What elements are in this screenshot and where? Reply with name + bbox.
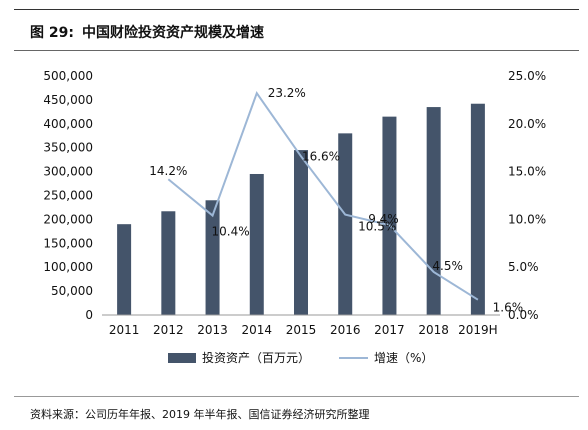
source-note: 资料来源：公司历年年报、2019 年半年报、国信证券经济研究所整理 <box>30 408 370 421</box>
y-left-tick-label: 250,000 <box>43 189 93 203</box>
growth-line <box>167 91 479 301</box>
y-left-tick-label: 50,000 <box>51 284 93 298</box>
y-right-tick-label: 10.0% <box>508 212 546 226</box>
bar <box>205 200 220 315</box>
y-right-tick-label: 5.0% <box>508 260 539 274</box>
x-tick-label: 2014 <box>242 323 273 337</box>
data-label: 10.4% <box>211 225 249 239</box>
y-left-tick-label: 150,000 <box>43 236 93 250</box>
bar <box>470 103 485 315</box>
legend-label: 增速（%） <box>374 351 433 365</box>
bar <box>249 173 264 315</box>
y-right-tick-label: 15.0% <box>508 165 546 179</box>
x-tick-label: 2011 <box>109 323 140 337</box>
legend-bar-swatch <box>168 353 196 363</box>
bar <box>117 224 132 315</box>
data-label: 1.6% <box>493 301 524 315</box>
y-left-tick-label: 350,000 <box>43 141 93 155</box>
top-rule <box>14 9 579 10</box>
data-label: 16.6% <box>302 149 340 163</box>
legend-label: 投资资产（百万元） <box>202 350 310 365</box>
bar <box>338 133 353 315</box>
x-tick-label: 2019H <box>458 323 498 337</box>
y-left-tick-label: 0 <box>85 308 93 322</box>
x-tick-label: 2018 <box>418 323 449 337</box>
y-left-tick-label: 400,000 <box>43 117 93 131</box>
y-left-tick-label: 300,000 <box>43 165 93 179</box>
bar <box>426 107 441 315</box>
y-left-tick-label: 450,000 <box>43 93 93 107</box>
y-right-tick-label: 20.0% <box>508 117 546 131</box>
data-label: 23.2% <box>268 86 306 100</box>
data-label: 14.2% <box>149 164 187 178</box>
data-label: 4.5% <box>432 259 463 273</box>
y-left-tick-label: 200,000 <box>43 212 93 226</box>
figure-number: 图 29: <box>30 25 74 41</box>
figure-title-text: 中国财险投资资产规模及增速 <box>81 25 264 41</box>
title-rule <box>14 50 579 51</box>
chart: 0 50,000 100,000 150,000 200,000 250,000 300,0… <box>43 69 546 365</box>
x-tick-label: 2013 <box>197 323 228 337</box>
data-label: 10.5% <box>358 220 396 234</box>
bar <box>382 116 397 315</box>
bar <box>294 150 308 315</box>
y-right-tick-label: 25.0% <box>508 69 546 83</box>
x-tick-label: 2015 <box>286 323 317 337</box>
x-tick-label: 2012 <box>153 323 184 337</box>
x-tick-label: 2017 <box>374 323 405 337</box>
x-tick-label: 2016 <box>330 323 361 337</box>
figure-title: 图 29: 中国财险投资资产规模及增速 <box>30 22 264 42</box>
y-right-tick-label: 0.0% <box>508 308 539 322</box>
source-rule <box>14 396 579 397</box>
y-left-tick-label: 500,000 <box>43 69 93 83</box>
data-label: 9.4% <box>368 212 399 226</box>
y-left-tick-label: 100,000 <box>43 260 93 274</box>
bar <box>161 211 176 315</box>
